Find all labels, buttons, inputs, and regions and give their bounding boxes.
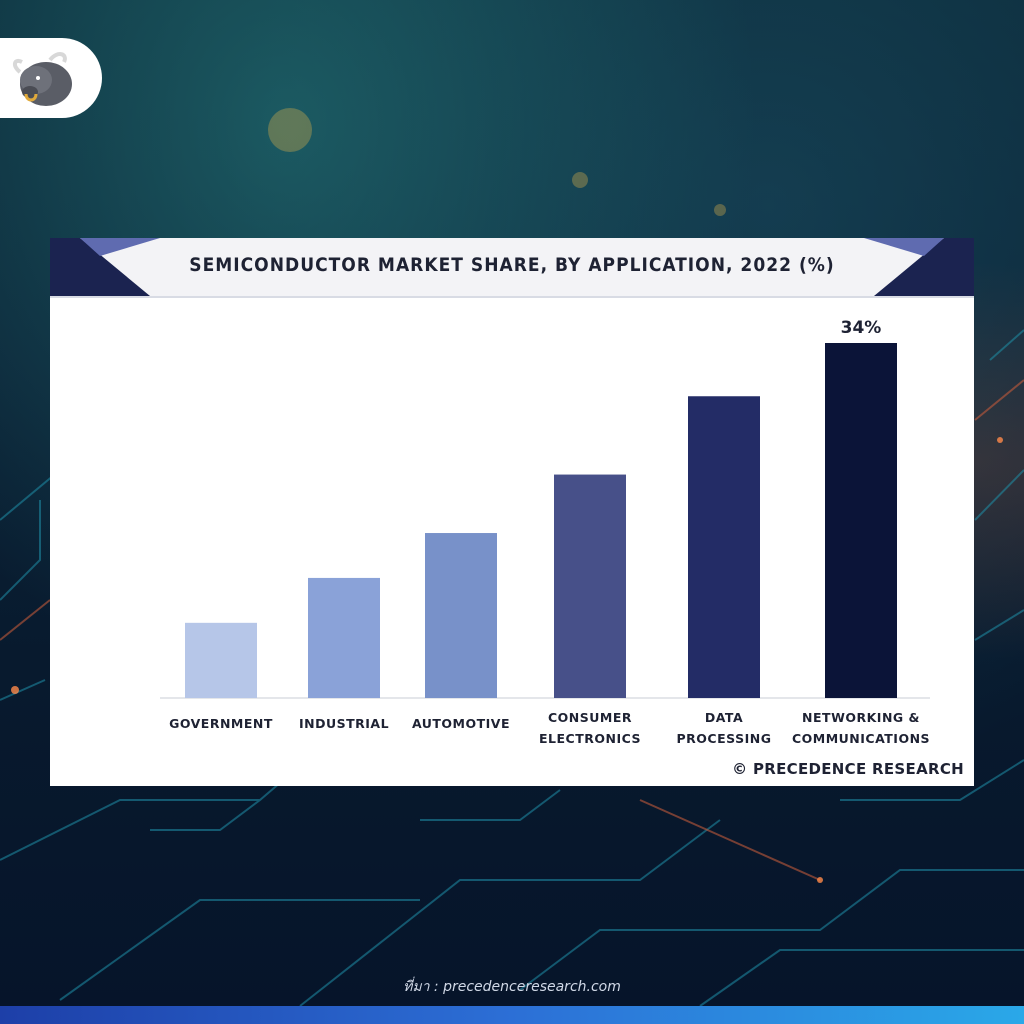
category-label: AUTOMOTIVE [412, 716, 510, 731]
chart-card: SEMICONDUCTOR MARKET SHARE, BY APPLICATI… [50, 238, 974, 786]
category-label: ELECTRONICS [539, 731, 641, 746]
category-label: COMMUNICATIONS [792, 731, 930, 746]
chart-title: SEMICONDUCTOR MARKET SHARE, BY APPLICATI… [189, 254, 835, 276]
header-right-corner [864, 238, 974, 296]
bull-icon [13, 52, 72, 106]
bar [688, 396, 760, 698]
source-credit: © PRECEDENCE RESEARCH [732, 760, 964, 778]
bar [425, 533, 497, 698]
category-label: CONSUMER [548, 710, 632, 725]
category-label: INDUSTRIAL [299, 716, 389, 731]
bar [554, 474, 626, 698]
chart-header: SEMICONDUCTOR MARKET SHARE, BY APPLICATI… [50, 238, 974, 298]
category-label: NETWORKING & [802, 710, 920, 725]
category-label: GOVERNMENT [169, 716, 273, 731]
bar [185, 622, 257, 698]
header-left-corner [50, 238, 160, 296]
bar-chart: GOVERNMENT INDUSTRIAL AUTOMOTIVE CONSUMER EL… [160, 318, 930, 746]
category-label: PROCESSING [677, 731, 772, 746]
brand-logo [0, 38, 102, 118]
category-label: DATA [705, 710, 743, 725]
footer-source: ที่มา : precedenceresearch.com [403, 979, 621, 995]
bar [825, 343, 897, 698]
bottom-stripe [0, 1006, 1024, 1024]
data-label: 34% [841, 318, 882, 338]
bar [308, 577, 380, 698]
